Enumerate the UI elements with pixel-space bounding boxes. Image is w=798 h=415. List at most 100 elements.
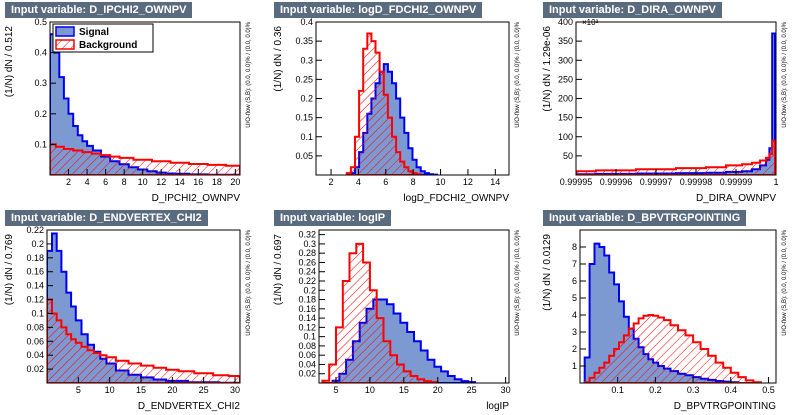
plot-frame-top (49, 21, 241, 176)
x-tick-label: 30 (501, 385, 511, 395)
x-tick-label: 0.2 (649, 385, 662, 395)
x-tick-label: 16 (193, 177, 203, 187)
y-axis-label: (1/N) dN / 0.36 (273, 26, 284, 92)
y-tick-label: 0.18 (26, 253, 44, 263)
y-tick-label: 0.1 (300, 132, 313, 142)
background-histogram (576, 139, 776, 175)
background-histogram (47, 298, 240, 383)
x-tick-label: 0.99996 (600, 177, 633, 187)
x-tick-label: 2 (329, 177, 334, 187)
y-tick-label: 8 (572, 242, 577, 252)
y-tick-label: 0.25 (295, 74, 313, 84)
legend: Signal Background (52, 23, 154, 53)
panel-title: Input variable: D_IPCHI2_OWNPV (5, 2, 193, 18)
y-tick-label: 3 (572, 327, 577, 337)
y-tick-label: 0.32 (298, 230, 316, 240)
y-tick-label: 0.2 (300, 94, 313, 104)
y-tick-label: 0.1 (34, 139, 47, 149)
y-tick-label: 0.15 (295, 113, 313, 123)
y-tick-label: 0.28 (298, 248, 316, 258)
x-tick-label: 8 (122, 177, 127, 187)
y-tick-label: 0.26 (298, 257, 316, 267)
overflow-note: U/O-flow (S,B): (0.0, 0.0)% / (0.0, 0.0)… (515, 21, 521, 127)
chart-svg: 5 10 15 20 25 300.020.040.060.080.10.120.140.… (4, 225, 252, 412)
x-tick-label: 20 (167, 385, 177, 395)
chart-svg: 2 4 6 8 10 12 14 16 18 20 0.1 0.2 0.3 0.4 0.5 D_IPCHI2_… (4, 17, 252, 204)
histogram-group (321, 242, 477, 383)
chart-panel-6: 0.1 0.2 0.3 0.4 0.5 1 2 3 4 5 6 7 8 D_BPVTRGPOINTING (… (538, 208, 798, 415)
x-axis-label: D_DIRA_OWNPV (696, 193, 776, 204)
y-tick-label: 4 (572, 310, 577, 320)
chart-panel-2: 2 4 6 8 10 12 14 0.05 0.1 0.15 0.2 0.25 0.3 0.35 0.4 lo… (269, 0, 535, 207)
y-tick-label: 0.3 (300, 55, 313, 65)
panel-title: Input variable: D_BPVTRGPOINTING (543, 210, 747, 226)
x-tick-label: 0.3 (687, 385, 700, 395)
y-tick-label: 250 (558, 74, 573, 84)
histogram-group (50, 33, 240, 175)
chart-svg: 2 4 6 8 10 12 14 0.05 0.1 0.15 0.2 0.25 0.3 0.35 0.4 lo… (273, 17, 521, 204)
legend-background-swatch (55, 39, 75, 50)
x-tick-label: 0.99997 (640, 177, 673, 187)
x-tick-label: 20 (433, 385, 443, 395)
x-tick-label: 18 (212, 177, 222, 187)
x-tick-label: 15 (399, 385, 409, 395)
y-exponent: ×10³ (582, 18, 599, 27)
y-tick-label: 7 (572, 259, 577, 269)
x-tick-label: 25 (199, 385, 209, 395)
background-histogram (321, 242, 439, 383)
y-tick-label: 0.12 (298, 322, 316, 332)
background-histogram (345, 32, 422, 175)
x-tick-label: 4 (356, 177, 361, 187)
panel-title: Input variable: D_ENDVERTEX_CHI2 (5, 210, 208, 226)
chart-svg: 0.1 0.2 0.3 0.4 0.5 1 2 3 4 5 6 7 8 D_BPVTRGPOINTING (… (542, 229, 788, 412)
y-tick-label: 0.16 (298, 304, 316, 314)
y-tick-label: 0.02 (26, 364, 44, 374)
chart-panel-1: 2 4 6 8 10 12 14 16 18 20 0.1 0.2 0.3 0.4 0.5 D_IPCHI2_… (0, 0, 266, 207)
y-axis-label: (1/N) dN / 1.29e-06 (542, 26, 553, 112)
y-tick-label: 0.1 (303, 332, 316, 342)
y-tick-label: 0.3 (303, 239, 316, 249)
overflow-note: U/O-flow (S,B): (0.0, 0.0)% / (0.0, 0.0)… (782, 229, 788, 335)
y-tick-label: 0.5 (34, 17, 47, 27)
x-tick-label: 5 (76, 385, 81, 395)
x-tick-label: 6 (383, 177, 388, 187)
y-tick-label: 50 (563, 151, 573, 161)
y-tick-label: 300 (558, 55, 573, 65)
overflow-note: U/O-flow (S,B): (0.0, 0.0)% / (0.0, 0.0)… (246, 21, 252, 127)
background-histogram (583, 314, 762, 383)
y-tick-label: 0.22 (26, 225, 44, 235)
y-tick-label: 0.2 (34, 109, 47, 119)
x-axis-label: D_BPVTRGPOINTING (674, 401, 776, 412)
x-tick-label: 2 (66, 177, 71, 187)
x-tick-label: 6 (103, 177, 108, 187)
y-tick-label: 0.22 (298, 276, 316, 286)
histogram-group (47, 232, 240, 383)
y-tick-label: 0.14 (26, 281, 44, 291)
y-tick-label: 0.3 (34, 78, 47, 88)
y-axis-label: (1/N) dN / 0.512 (4, 26, 15, 98)
chart-svg: 5 10 15 20 25 300.020.040.060.080.10.120.140.… (273, 229, 521, 412)
y-tick-label: 0.06 (298, 350, 316, 360)
y-axis-label: (1/N) dN / 0.697 (273, 234, 284, 306)
x-tick-label: 10 (105, 385, 115, 395)
x-tick-label: 0.1 (611, 385, 624, 395)
x-tick-label: 8 (411, 177, 416, 187)
legend-background-label: Background (79, 40, 137, 51)
y-tick-label: 400 (558, 17, 573, 27)
y-tick-label: 0.35 (295, 36, 313, 46)
x-tick-label: 1 (773, 177, 778, 187)
panel-title: Input variable: logIP (274, 210, 392, 226)
y-tick-label: 0.18 (298, 295, 316, 305)
y-tick-label: 2 (572, 344, 577, 354)
x-tick-label: 12 (463, 177, 473, 187)
x-tick-label: 0.5 (762, 385, 775, 395)
x-tick-label: 4 (85, 177, 90, 187)
y-tick-label: 0.4 (34, 48, 47, 58)
y-tick-label: 0.04 (298, 359, 316, 369)
y-tick-label: 0.04 (26, 350, 44, 360)
y-tick-label: 0.14 (298, 313, 316, 323)
x-tick-label: 0.99998 (680, 177, 713, 187)
plot-frame-top (46, 229, 241, 384)
plot-frame-top (579, 229, 777, 384)
x-tick-label: 10 (436, 177, 446, 187)
